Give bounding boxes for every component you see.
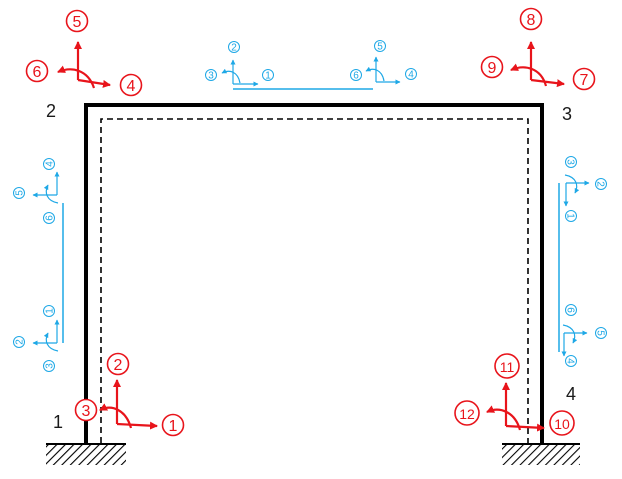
left-column-local-top: 4 5 6 [13,158,60,224]
global-dof-1-badge: 1 [161,413,185,437]
svg-text:3: 3 [208,71,214,82]
svg-text:6: 6 [353,71,359,82]
svg-text:9: 9 [488,60,497,77]
global-dof-node3 [510,41,565,88]
global-dof-node4 [486,382,545,432]
svg-text:2: 2 [231,43,237,54]
svg-text:5: 5 [73,14,82,31]
global-dof-12-badge: 12 [454,400,480,426]
global-dof-6-badge: 6 [25,59,49,83]
svg-text:11: 11 [500,359,515,375]
node-label-4: 4 [566,384,576,404]
svg-text:3: 3 [82,403,91,420]
svg-text:6: 6 [33,64,42,81]
global-dof-8-badge: 8 [519,7,543,31]
beam-local-end: 4 5 6 [350,40,417,85]
svg-text:3: 3 [565,159,576,165]
global-dof-2-badge: 2 [106,352,130,376]
left-column-local-bottom: 1 2 3 [13,305,60,372]
svg-text:1: 1 [169,418,178,435]
svg-text:1: 1 [565,213,576,219]
svg-text:7: 7 [580,72,589,89]
svg-text:1: 1 [45,308,56,314]
svg-text:10: 10 [554,416,570,432]
global-dof-node1 [99,379,158,430]
beam-local-start: 1 2 3 [205,41,274,87]
portal-frame [84,103,544,443]
global-dof-4-badge: 4 [119,73,143,97]
global-dof-5-badge: 5 [65,9,89,33]
global-dof-11-badge: 11 [494,353,520,379]
svg-text:12: 12 [459,406,475,422]
svg-text:6: 6 [45,215,56,221]
global-dof-10-badge: 10 [549,410,575,436]
svg-text:5: 5 [377,42,383,53]
right-column-local-bottom: 4 5 6 [561,304,607,367]
global-dof-9-badge: 9 [480,55,504,79]
right-column-local-top: 1 2 3 [563,156,607,222]
node-label-3: 3 [562,104,572,124]
fixed-support-left [46,443,126,465]
svg-text:5: 5 [15,190,26,196]
dashed-inner-outline [100,118,529,443]
svg-text:6: 6 [565,307,576,313]
global-dof-3-badge: 3 [74,398,98,422]
svg-text:4: 4 [408,70,414,81]
svg-text:4: 4 [565,358,576,364]
svg-text:2: 2 [15,339,26,345]
svg-text:8: 8 [527,12,536,29]
svg-text:2: 2 [114,357,123,374]
svg-text:2: 2 [595,181,606,187]
node-label-2: 2 [46,101,56,121]
global-dof-node2 [57,41,111,89]
node-label-1: 1 [53,412,63,432]
fixed-support-right [502,443,580,465]
svg-text:4: 4 [45,161,56,167]
svg-text:1: 1 [265,71,271,82]
svg-text:4: 4 [127,78,136,95]
svg-text:5: 5 [595,330,606,336]
svg-text:3: 3 [45,363,56,369]
global-dof-7-badge: 7 [572,67,596,91]
